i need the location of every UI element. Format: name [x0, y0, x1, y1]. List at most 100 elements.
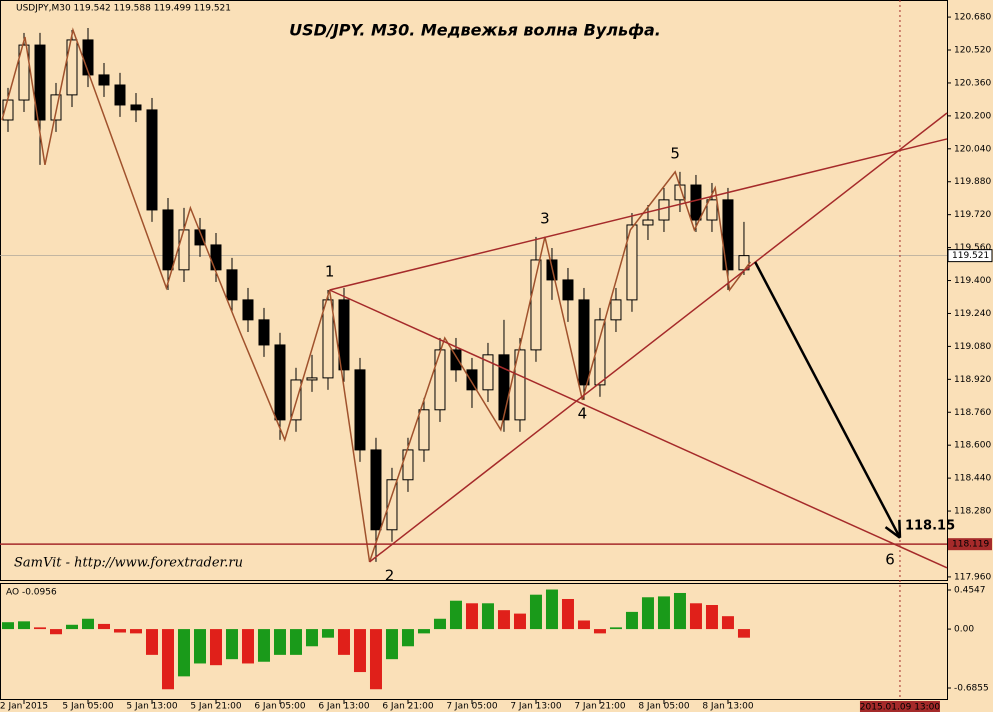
ao-bar [177, 629, 190, 677]
ao-bar [401, 629, 414, 647]
current-price-label: 119.521 [952, 251, 989, 261]
candle-body [418, 409, 430, 451]
candle-body [18, 44, 30, 101]
watermark: SamVit - http://www.forextrader.ru [14, 556, 243, 571]
ao-bar [593, 629, 606, 634]
candle-body [98, 74, 110, 86]
candle-body [338, 299, 350, 371]
ao-bar [497, 610, 510, 630]
target-label: 118.15 [905, 518, 955, 533]
ao-bar [209, 629, 222, 666]
candle-body [434, 349, 446, 411]
wave-label: 3 [540, 209, 550, 227]
wolfe-line [329, 289, 948, 569]
time-marker-box [859, 701, 940, 712]
ao-bar [17, 621, 30, 630]
candle-body [306, 377, 318, 381]
ao-bar [641, 597, 654, 630]
candle-body [706, 199, 718, 221]
candle-body [594, 319, 606, 386]
ao-bar [129, 629, 142, 634]
y-tick-label: 120.040 [954, 144, 991, 154]
candle-body [34, 44, 46, 121]
x-tick-label: 8 Jan 13:00 [702, 702, 754, 712]
ao-bar [465, 603, 478, 630]
ao-bar [481, 603, 494, 630]
y-tick-label: 118.760 [954, 408, 991, 418]
symbol-header: USDJPY,M30 119.542 119.588 119.499 119.5… [16, 4, 231, 14]
arrow-head [898, 519, 902, 538]
candle-body [370, 449, 382, 531]
candle-body [386, 479, 398, 531]
candle-body [50, 94, 62, 121]
ao-bar [225, 629, 238, 660]
candle-body [482, 354, 494, 391]
wave-label: 4 [578, 404, 588, 422]
current-price-box [947, 249, 993, 263]
y-tick-label: 120.360 [954, 78, 991, 88]
ao-tick-label: 0.00 [954, 625, 974, 635]
ao-bar [673, 592, 686, 630]
y-tick-label: 119.080 [954, 342, 991, 352]
chart-title: USD/JPY. M30. Медвежья волна Вульфа. [289, 21, 661, 40]
candle-body [178, 229, 190, 271]
ao-bar [97, 623, 110, 630]
main-frame [0, 0, 948, 581]
candle-body [66, 39, 78, 96]
ao-bar [385, 629, 398, 660]
candle-body [258, 319, 270, 346]
y-tick-label: 119.400 [954, 276, 991, 286]
ao-bar [529, 594, 542, 630]
candle-body [514, 349, 526, 421]
x-tick-label: 6 Jan 21:00 [382, 702, 434, 712]
x-tick-label: 7 Jan 05:00 [446, 702, 498, 712]
ao-bar [305, 629, 318, 647]
ao-bar [705, 605, 718, 630]
ao-bar [81, 618, 94, 630]
candle-body [354, 369, 366, 451]
x-tick-label: 6 Jan 13:00 [318, 702, 370, 712]
y-tick-label: 119.560 [954, 243, 991, 253]
candle-body [114, 84, 126, 106]
ao-bar [369, 629, 382, 690]
ao-bar [545, 589, 558, 630]
ao-bar [49, 629, 62, 635]
ao-bar [737, 629, 750, 638]
candle-body [242, 299, 254, 321]
candle-body [226, 269, 238, 301]
x-tick-label: 6 Jan 05:00 [254, 702, 306, 712]
wave-label: 5 [670, 144, 680, 162]
x-tick-label: 7 Jan 21:00 [574, 702, 626, 712]
wave-label: 2 [385, 566, 395, 584]
wolfe-line [329, 138, 948, 291]
y-tick-label: 118.440 [954, 474, 991, 484]
ao-bar [337, 629, 350, 655]
ao-label: AO -0.0956 [6, 588, 57, 598]
ao-bar [273, 629, 286, 655]
ao-bar [433, 618, 446, 630]
y-tick-label: 118.600 [954, 441, 991, 451]
ao-bar [33, 627, 46, 630]
ao-bar [561, 598, 574, 630]
candle-body [626, 224, 638, 301]
forecast-arrow [754, 261, 902, 539]
wave-label: 1 [325, 263, 335, 281]
ao-bar [1, 622, 14, 630]
ao-tick-label: 0.4547 [954, 585, 986, 595]
time-marker-label: 2015.01.09 13:00 [860, 703, 941, 712]
ao-bar [417, 629, 430, 634]
candle-body [146, 109, 158, 211]
ao-bar [353, 629, 366, 673]
level-label: 118.119 [952, 540, 989, 550]
candle-body [498, 354, 510, 421]
candle-body [658, 199, 670, 221]
arrow-head [884, 526, 901, 539]
candle-body [530, 259, 542, 351]
candle-body [578, 299, 590, 386]
x-tick-label: 5 Jan 05:00 [62, 702, 114, 712]
ao-bar [113, 629, 126, 633]
candle-body [610, 299, 622, 321]
ao-bar [145, 629, 158, 655]
candle-body [130, 104, 142, 111]
